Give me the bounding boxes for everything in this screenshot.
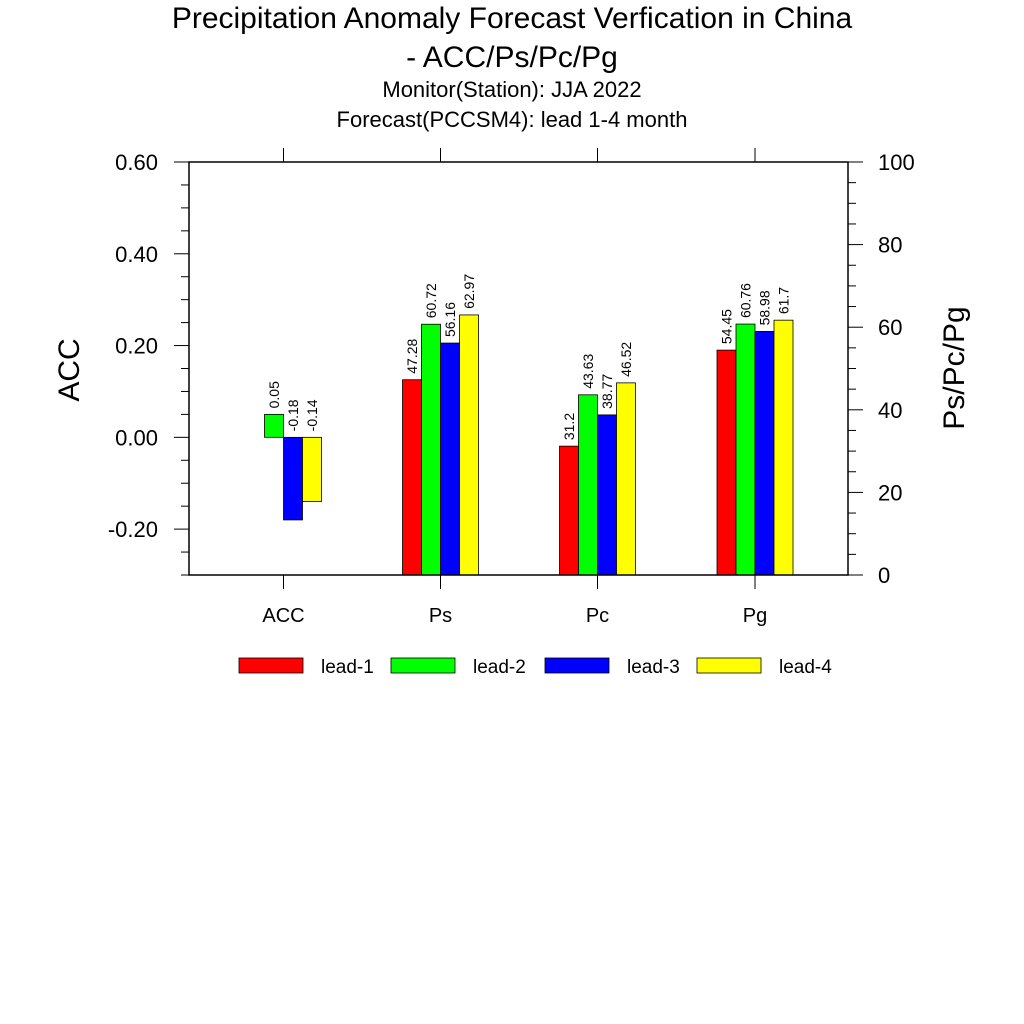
legend-label-lead-1: lead-1 (321, 657, 374, 678)
bar-lead-1-Pc (559, 445, 579, 576)
bar-lead-4-Pc (616, 382, 636, 576)
chart-subtitle-monitor: Monitor(Station): JJA 2022 (382, 77, 642, 102)
bar-lead-2-Pc (578, 394, 598, 576)
data-label-lead-2-Pc: 43.63 (580, 354, 596, 389)
bar-lead-2-ACC (264, 413, 284, 438)
left-tick-label: 0.60 (115, 150, 158, 175)
bar-lead-1-Pg (716, 349, 737, 576)
bar-lead-4-ACC (302, 436, 322, 502)
bar-lead-3-Pc (597, 414, 617, 576)
right-tick-label: 40 (878, 398, 902, 423)
left-tick-label: 0.00 (115, 425, 158, 450)
left-tick-label: -0.20 (108, 517, 158, 542)
data-label-lead-1-Ps: 47.28 (404, 338, 420, 373)
bar-lead-4-Ps (459, 314, 479, 576)
bar-lead-1-Ps (402, 379, 422, 576)
right-tick-label: 0 (878, 563, 890, 588)
legend-label-lead-4: lead-4 (779, 657, 832, 678)
x-tick-label-Pc: Pc (586, 605, 609, 627)
x-tick-label-ACC: ACC (262, 605, 304, 627)
data-label-lead-3-ACC: -0.18 (285, 399, 301, 431)
chart-title-line2: - ACC/Ps/Pc/Pg (406, 41, 618, 74)
data-label-lead-1-Pg: 54.45 (719, 309, 735, 344)
legend-label-lead-2: lead-2 (473, 657, 526, 678)
data-label-lead-3-Pc: 38.77 (599, 374, 615, 409)
x-tick-label-Ps: Ps (429, 605, 452, 627)
data-label-lead-4-ACC: -0.14 (304, 399, 320, 431)
y-axis-right-label: Ps/Pc/Pg (938, 306, 971, 429)
legend: lead-1 lead-2 lead-3 lead-4 (238, 657, 832, 678)
data-label-lead-4-Ps: 62.97 (461, 274, 477, 309)
legend-swatch-lead-1 (238, 657, 304, 674)
labels-layer: 47.28 31.2 54.45 0.05 60.72 43.63 60.76 -0.18 56… (266, 274, 792, 440)
data-label-lead-1-Pc: 31.2 (561, 413, 577, 440)
data-label-lead-2-Pg: 60.76 (738, 283, 754, 318)
data-label-lead-2-Ps: 60.72 (423, 283, 439, 318)
data-label-lead-3-Pg: 58.98 (757, 290, 773, 325)
legend-swatch-lead-2 (390, 657, 456, 674)
bar-lead-2-Ps (421, 323, 441, 576)
y-axis-left-label: ACC (53, 338, 86, 401)
data-label-lead-4-Pg: 61.7 (776, 287, 792, 314)
left-tick-label: 0.40 (115, 242, 158, 267)
right-tick-label: 80 (878, 233, 902, 258)
bar-lead-2-Pg (735, 323, 756, 576)
bar-lead-4-Pg (773, 319, 794, 576)
left-tick-label: 0.20 (115, 334, 158, 359)
right-tick-label: 20 (878, 480, 902, 505)
data-label-lead-4-Pc: 46.52 (618, 342, 634, 377)
chart-title: Precipitation Anomaly Forecast Verficati… (171, 2, 853, 35)
legend-label-lead-3: lead-3 (627, 657, 680, 678)
bar-lead-3-Pg (754, 331, 775, 576)
axes-layer: -0.20 0.00 0.20 0.40 0.60 0 20 40 60 80 100 ACC Ps Pc… (53, 148, 971, 627)
x-tick-label-Pg: Pg (743, 605, 767, 627)
bar-lead-3-ACC (283, 436, 303, 521)
legend-swatch-lead-3 (544, 657, 610, 674)
chart-subtitle-forecast: Forecast(PCCSM4): lead 1-4 month (336, 107, 688, 132)
data-label-lead-2-ACC: 0.05 (266, 381, 282, 408)
right-tick-label: 60 (878, 315, 902, 340)
bars-layer (264, 314, 794, 576)
data-label-lead-3-Ps: 56.16 (442, 302, 458, 337)
bar-lead-3-Ps (440, 342, 460, 576)
right-tick-label: 100 (878, 150, 915, 175)
legend-swatch-lead-4 (696, 657, 762, 674)
